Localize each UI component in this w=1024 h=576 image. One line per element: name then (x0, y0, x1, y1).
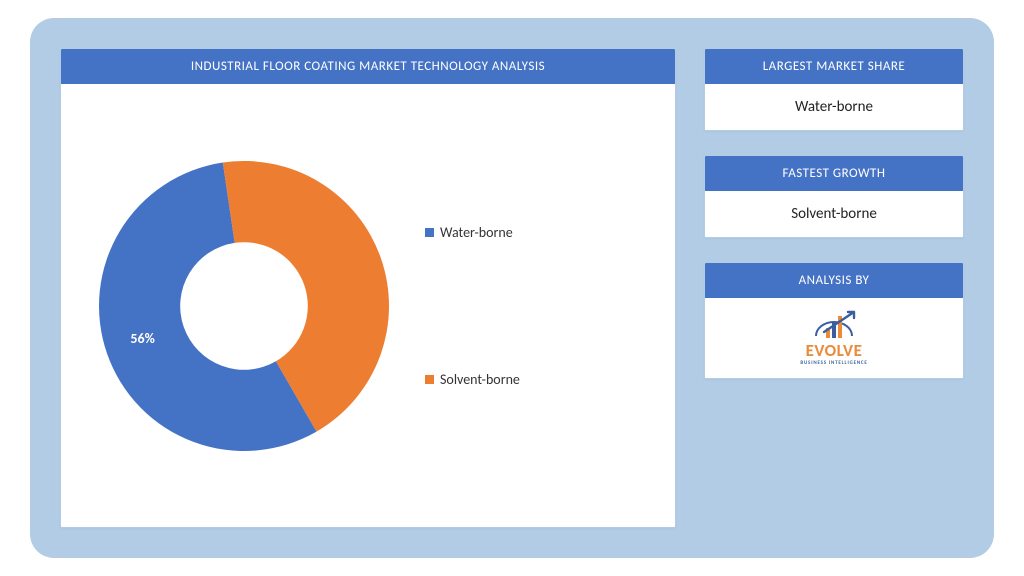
card-header: FASTEST GROWTH (705, 156, 963, 191)
card-logo-body: EVOLVE BUSINESS INTELLIGENCE (705, 298, 963, 378)
donut-svg (99, 161, 389, 451)
card-growth: FASTEST GROWTH Solvent-borne (704, 155, 964, 238)
legend-item-solvent: Solvent-borne (425, 371, 520, 388)
card-value: Solvent-borne (705, 191, 963, 237)
chart-body: 56% Water-borne Solvent-borne (61, 84, 675, 527)
legend-label: Solvent-borne (440, 371, 520, 388)
legend-swatch-icon (425, 228, 434, 237)
card-analysis-by: ANALYSIS BY EVOLVE BUSINESS INTELLIGENCE (704, 262, 964, 379)
logo-text: EVOLVE (806, 342, 863, 359)
logo-subtext: BUSINESS INTELLIGENCE (800, 360, 867, 366)
legend-swatch-icon (425, 375, 434, 384)
legend-label: Water-borne (440, 224, 513, 241)
evolve-logo-icon (808, 308, 860, 344)
left-column: INDUSTRIAL FLOOR COATING MARKET TECHNOLO… (60, 48, 676, 528)
chart-panel: INDUSTRIAL FLOOR COATING MARKET TECHNOLO… (60, 48, 676, 528)
infographic-frame: INDUSTRIAL FLOOR COATING MARKET TECHNOLO… (30, 18, 994, 558)
donut-chart: 56% (99, 161, 389, 451)
card-market-share: LARGEST MARKET SHARE Water-borne (704, 48, 964, 131)
card-header: ANALYSIS BY (705, 263, 963, 298)
card-header: LARGEST MARKET SHARE (705, 49, 963, 84)
donut-percent-label: 56% (130, 330, 154, 347)
right-column: LARGEST MARKET SHARE Water-borne FASTEST… (704, 48, 964, 528)
chart-title: INDUSTRIAL FLOOR COATING MARKET TECHNOLO… (61, 49, 675, 84)
chart-legend: Water-borne Solvent-borne (425, 224, 520, 388)
card-value: Water-borne (705, 84, 963, 130)
legend-item-water: Water-borne (425, 224, 520, 241)
